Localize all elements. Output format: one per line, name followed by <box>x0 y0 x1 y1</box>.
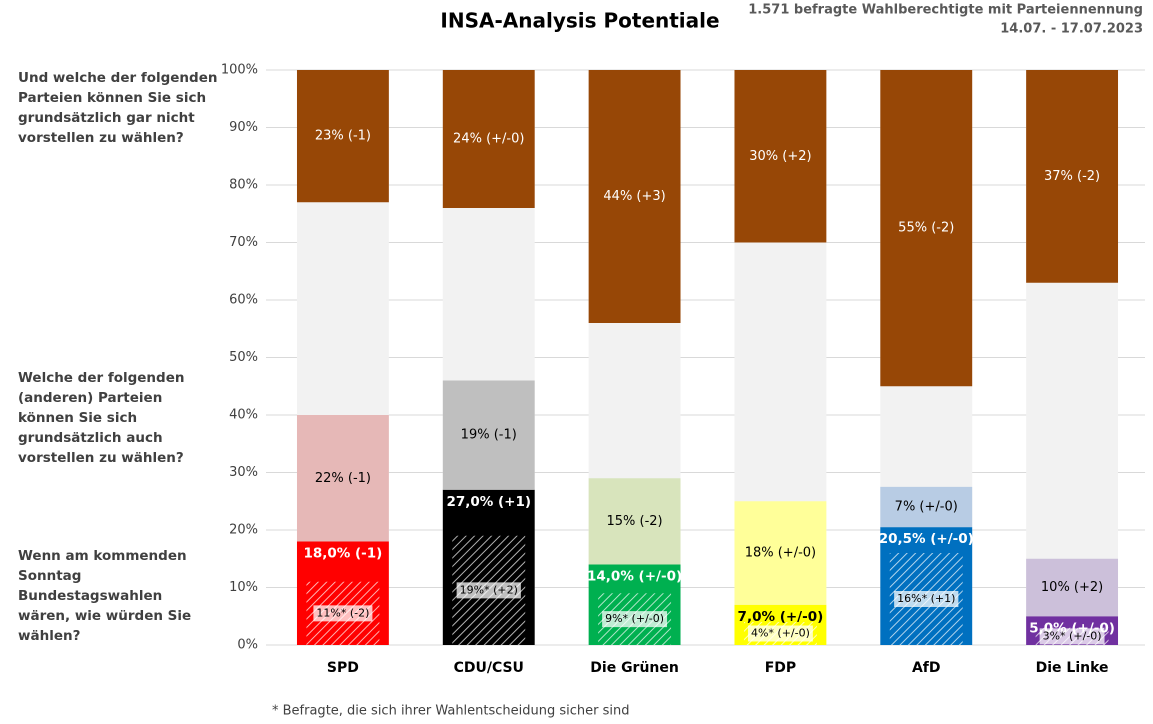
sure-label-bg <box>313 605 373 622</box>
y-tick-label: 90% <box>229 120 258 135</box>
sure-label: 3%* (+/-0) <box>1043 629 1102 642</box>
potential-label: 22% (-1) <box>315 471 371 486</box>
potential-bar <box>734 501 827 605</box>
potential-bar <box>880 486 973 528</box>
potential-label: 15% (-2) <box>607 514 663 529</box>
y-tick-label: 60% <box>229 293 258 308</box>
sure-label-bg <box>1039 628 1105 645</box>
y-tick-label: 30% <box>229 465 258 480</box>
footnote: * Befragte, die sich ihrer Wahlentscheid… <box>272 704 630 719</box>
rejection-bar <box>1026 70 1119 283</box>
rejection-label: 24% (+/-0) <box>453 132 524 147</box>
sure-label-bg <box>747 625 813 642</box>
potential-bar <box>442 380 535 490</box>
subtitle: 14.07. - 17.07.2023 <box>1000 22 1143 37</box>
rejection-bar <box>442 70 535 208</box>
rejection-bar <box>880 70 973 387</box>
y-tick-label: 80% <box>229 178 258 193</box>
y-tick-label: 70% <box>229 235 258 250</box>
sure-label-bg <box>894 591 959 607</box>
rejection-bar <box>734 70 827 243</box>
x-tick-label: AfD <box>912 660 941 676</box>
rejection-bar <box>588 70 681 323</box>
x-tick-label: CDU/CSU <box>454 660 524 676</box>
rejection-label: 30% (+2) <box>749 149 811 164</box>
sure-label-bg <box>602 611 668 628</box>
sure-label-bg <box>456 582 521 599</box>
vote-label: 27,0% (+1) <box>446 494 531 510</box>
rejection-bar <box>296 70 389 203</box>
vote-label: 7,0% (+/-0) <box>738 609 824 625</box>
chart-title: INSA-Analysis Potentiale <box>440 9 719 33</box>
x-tick-label: Die Grünen <box>590 660 679 676</box>
sure-label: 19%* (+2) <box>460 583 518 596</box>
potential-label: 7% (+/-0) <box>895 500 958 515</box>
x-tick-label: SPD <box>327 660 359 676</box>
y-tick-label: 0% <box>237 638 258 653</box>
potential-label: 10% (+2) <box>1041 580 1103 595</box>
potential-bar <box>1026 558 1119 617</box>
question: Wenn am kommenden Sonntag Bundestagswahl… <box>18 548 192 644</box>
sure-label: 9%* (+/-0) <box>605 612 664 625</box>
y-tick-label: 100% <box>221 63 258 78</box>
rejection-label: 44% (+3) <box>603 189 665 204</box>
vote-label: 18,0% (-1) <box>303 546 382 562</box>
potential-bar <box>588 478 681 565</box>
rejection-label: 55% (-2) <box>898 221 954 236</box>
question: Welche der folgenden (anderen) Parteien … <box>18 370 185 466</box>
sure-label: 16%* (+1) <box>897 592 955 605</box>
sure-label: 11%* (-2) <box>316 606 369 619</box>
y-tick-label: 50% <box>229 350 258 365</box>
y-tick-label: 20% <box>229 523 258 538</box>
subtitle: 1.571 befragte Wahlberechtigte mit Parte… <box>748 3 1143 18</box>
rejection-label: 23% (-1) <box>315 129 371 144</box>
question: Und welche der folgenden Parteien können… <box>18 70 218 146</box>
sure-label: 4%* (+/-0) <box>751 627 810 640</box>
x-tick-label: Die Linke <box>1036 660 1109 676</box>
potential-label: 19% (-1) <box>461 428 517 443</box>
vote-label: 20,5% (+/-0) <box>879 531 974 547</box>
potential-bar <box>296 415 389 542</box>
y-tick-label: 10% <box>229 580 258 595</box>
rejection-label: 37% (-2) <box>1044 169 1100 184</box>
x-tick-label: FDP <box>765 660 796 676</box>
vote-label: 14,0% (+/-0) <box>587 569 682 585</box>
y-tick-label: 40% <box>229 408 258 423</box>
potential-label: 18% (+/-0) <box>745 546 816 561</box>
